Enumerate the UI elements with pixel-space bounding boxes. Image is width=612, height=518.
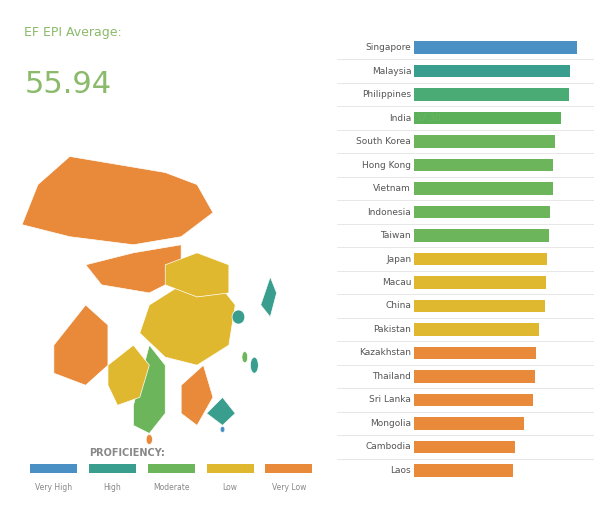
Ellipse shape [242,352,248,363]
Polygon shape [54,305,108,385]
Polygon shape [181,365,213,425]
Bar [414,229,550,242]
Text: 54.29: 54.29 [415,161,441,169]
Bar [414,370,535,383]
Text: Macau: Macau [382,278,411,287]
Text: 47.21: 47.21 [415,372,441,381]
Bar [414,394,534,407]
Text: India: India [389,113,411,123]
Text: PROFICIENCY:: PROFICIENCY: [89,448,165,458]
Text: Singapore: Singapore [365,43,411,52]
Polygon shape [207,397,235,425]
Bar [414,276,546,289]
Polygon shape [133,345,165,434]
Text: 54.06: 54.06 [415,184,441,193]
Text: Cambodia: Cambodia [365,442,411,452]
Bar [414,323,539,336]
Text: 52.94: 52.94 [415,208,441,217]
Bar [414,347,536,359]
Text: Indonesia: Indonesia [367,208,411,217]
Text: Kazakhstan: Kazakhstan [359,349,411,357]
Polygon shape [22,156,213,245]
Text: South Korea: South Korea [356,137,411,146]
Polygon shape [86,245,181,293]
Bar [414,417,524,430]
Bar [414,440,515,453]
Bar [414,464,512,477]
Text: 60.33: 60.33 [415,90,441,99]
Text: 57.30: 57.30 [415,113,441,123]
Bar [414,111,561,124]
Text: 52.82: 52.82 [415,231,441,240]
Bar [414,41,577,54]
FancyBboxPatch shape [266,464,312,472]
Text: Malaysia: Malaysia [371,66,411,76]
Text: 55.94: 55.94 [24,70,111,99]
Bar [414,182,553,195]
Bar [414,65,570,78]
FancyBboxPatch shape [89,464,136,472]
Text: Moderate: Moderate [153,483,190,492]
Text: 50.94: 50.94 [415,301,441,310]
Text: Thailand: Thailand [372,372,411,381]
Ellipse shape [232,310,245,324]
Bar [414,159,553,171]
Text: 51.69: 51.69 [415,254,441,264]
Bar [414,135,554,148]
Text: Mongolia: Mongolia [370,419,411,428]
Bar [414,253,547,265]
FancyBboxPatch shape [148,464,195,472]
Bar [414,88,569,101]
Polygon shape [165,253,229,297]
Bar [414,206,550,219]
Text: 63.52: 63.52 [415,43,441,52]
Text: Low: Low [223,483,237,492]
Ellipse shape [250,357,258,373]
Text: 46.58: 46.58 [415,395,441,405]
Text: High: High [103,483,122,492]
FancyBboxPatch shape [31,464,77,472]
Text: 48.78: 48.78 [415,325,441,334]
Text: 39.48: 39.48 [415,442,441,452]
Text: Very High: Very High [35,483,72,492]
Text: 38.45: 38.45 [415,466,441,475]
Bar [414,299,545,312]
Text: 54.87: 54.87 [415,137,441,146]
Ellipse shape [146,435,152,444]
Text: 47.42: 47.42 [415,349,441,357]
Text: Philippines: Philippines [362,90,411,99]
Text: Hong Kong: Hong Kong [362,161,411,169]
FancyBboxPatch shape [207,464,253,472]
Polygon shape [261,277,277,317]
Text: EF EPI Average:: EF EPI Average: [24,26,122,39]
Text: Taiwan: Taiwan [381,231,411,240]
Text: Pakistan: Pakistan [373,325,411,334]
Text: Very Low: Very Low [272,483,306,492]
Text: Vietnam: Vietnam [373,184,411,193]
Polygon shape [108,345,149,405]
Text: Laos: Laos [390,466,411,475]
Text: Japan: Japan [386,254,411,264]
Ellipse shape [220,426,225,433]
Polygon shape [140,277,235,365]
Text: 51.36: 51.36 [415,278,441,287]
Text: 42.77: 42.77 [415,419,441,428]
Text: 60.70: 60.70 [415,66,441,76]
Text: China: China [386,301,411,310]
Text: Sri Lanka: Sri Lanka [369,395,411,405]
